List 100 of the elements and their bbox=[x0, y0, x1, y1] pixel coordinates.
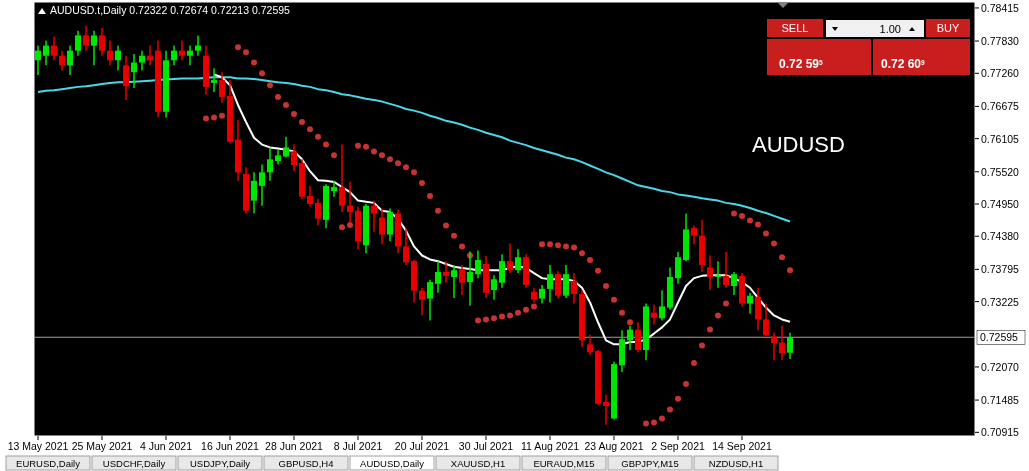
candlestick bbox=[315, 198, 321, 227]
candlestick bbox=[451, 264, 457, 299]
candlestick bbox=[219, 71, 225, 104]
candlestick bbox=[691, 224, 697, 245]
candlestick bbox=[539, 284, 545, 305]
candlestick bbox=[107, 39, 113, 67]
candlestick bbox=[419, 287, 425, 317]
candlestick bbox=[427, 279, 433, 322]
y-tick-label: 0.77260 bbox=[981, 67, 1020, 80]
x-tick-label: 20 Jul 2021 bbox=[394, 440, 450, 452]
candlestick bbox=[131, 53, 137, 89]
candlestick bbox=[331, 180, 337, 198]
y-tick-label: 0.74380 bbox=[981, 230, 1020, 243]
candlestick bbox=[51, 35, 57, 62]
candlestick bbox=[715, 260, 721, 289]
candlestick bbox=[731, 271, 737, 296]
candlestick bbox=[259, 163, 265, 207]
candlestick bbox=[603, 393, 609, 426]
candlestick bbox=[459, 264, 465, 296]
candlestick bbox=[83, 25, 89, 52]
candlestick bbox=[555, 270, 561, 300]
candlestick bbox=[43, 39, 49, 67]
y-tick-label: 0.73795 bbox=[981, 263, 1020, 276]
candlestick bbox=[435, 260, 441, 294]
candlestick bbox=[507, 242, 513, 274]
y-tick-label: 0.70915 bbox=[981, 426, 1020, 439]
candlestick bbox=[251, 171, 257, 215]
candlestick bbox=[75, 30, 81, 57]
candlestick bbox=[307, 185, 313, 208]
candlestick bbox=[123, 55, 129, 101]
y-tick-label: 0.72070 bbox=[981, 360, 1020, 373]
candlestick bbox=[747, 292, 753, 315]
candlestick bbox=[651, 303, 657, 326]
candlestick bbox=[35, 44, 41, 76]
candlestick bbox=[763, 302, 769, 338]
y-tick-label: 0.75520 bbox=[981, 165, 1020, 178]
ref-line-label: 0.72595 bbox=[980, 331, 1019, 344]
x-tick-label: 30 Jul 2021 bbox=[458, 440, 514, 452]
x-tick-label: 23 Aug 2021 bbox=[584, 440, 644, 452]
x-tick-label: 16 Jun 2021 bbox=[201, 440, 260, 452]
y-tick-label: 0.76675 bbox=[981, 100, 1020, 113]
candlestick bbox=[171, 44, 177, 67]
candlestick bbox=[339, 143, 345, 213]
candlestick bbox=[115, 44, 121, 72]
text: NZDUSD,H1 bbox=[708, 458, 764, 469]
candlestick bbox=[139, 49, 145, 72]
chart-title: AUDUSD.t,Daily 0.72322 0.72674 0.72213 0.72595 bbox=[50, 4, 291, 16]
y-tick-label: 0.78415 bbox=[981, 1, 1020, 14]
candlestick bbox=[195, 34, 201, 57]
x-tick-label: 8 Jul 2021 bbox=[333, 440, 383, 452]
candlestick bbox=[755, 287, 761, 331]
trade-panel: SELL 1.00 BUY 0.72 59$^{5}$ 0.72 60$^{9}$ bbox=[767, 19, 970, 75]
text: GBPUSD,H4 bbox=[278, 458, 334, 469]
candlestick bbox=[67, 44, 73, 76]
candlestick bbox=[267, 146, 273, 182]
text: XAUUSD,H1 bbox=[450, 458, 506, 469]
y-tick-label: 0.74950 bbox=[981, 198, 1020, 211]
candlestick bbox=[371, 199, 377, 233]
annotation: SELL bbox=[781, 22, 809, 34]
candlestick bbox=[403, 227, 409, 266]
candlestick bbox=[99, 27, 105, 57]
x-tick-label: 13 May 2021 bbox=[7, 440, 69, 452]
text: EURAUD,M15 bbox=[533, 458, 595, 469]
text: GBPJPY,M15 bbox=[621, 458, 679, 469]
candlestick bbox=[291, 143, 297, 172]
candlestick bbox=[675, 251, 681, 285]
candlestick bbox=[187, 44, 193, 67]
candlestick bbox=[491, 274, 497, 301]
x-tick-label: 28 Jun 2021 bbox=[265, 440, 324, 452]
y-tick-label: 0.77830 bbox=[981, 35, 1020, 48]
candlestick bbox=[91, 30, 97, 67]
text: EURUSD,Daily bbox=[16, 458, 81, 469]
text: USDJPY,Daily bbox=[189, 458, 251, 469]
candlestick bbox=[635, 321, 641, 354]
candlestick bbox=[707, 254, 713, 291]
candlestick bbox=[499, 253, 505, 289]
y-tick-label: 0.71485 bbox=[981, 394, 1020, 407]
candlestick bbox=[515, 248, 521, 274]
candlestick bbox=[547, 264, 553, 304]
annotation: 0.72 59$^{5}$ bbox=[779, 57, 824, 71]
x-tick-label: 11 Aug 2021 bbox=[520, 440, 580, 452]
candlestick bbox=[659, 289, 665, 322]
candlestick bbox=[59, 49, 65, 72]
candlestick bbox=[179, 39, 185, 62]
candlestick bbox=[787, 332, 793, 360]
x-tick-label: 2 Sep 2021 bbox=[651, 440, 706, 452]
candlestick bbox=[283, 135, 289, 159]
annotation: AUDUSD bbox=[752, 132, 845, 157]
text: USDCHF,Daily bbox=[102, 458, 166, 469]
text: AUDUSD,Daily bbox=[360, 458, 425, 469]
candlestick bbox=[563, 264, 569, 299]
candlestick bbox=[387, 207, 393, 243]
y-tick-label: 0.76105 bbox=[981, 132, 1020, 145]
candlestick bbox=[779, 324, 785, 361]
x-tick-label: 14 Sep 2021 bbox=[712, 440, 772, 452]
candlestick bbox=[723, 251, 729, 289]
candlestick bbox=[443, 260, 449, 284]
x-tick-label: 4 Jun 2021 bbox=[140, 440, 193, 452]
candlestick bbox=[587, 333, 593, 356]
candlestick bbox=[475, 249, 481, 279]
